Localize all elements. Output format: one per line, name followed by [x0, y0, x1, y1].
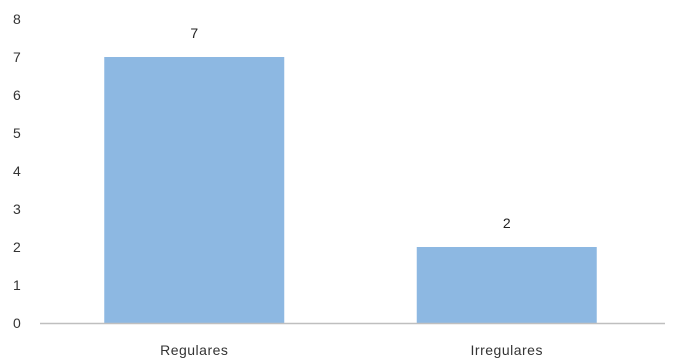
y-tick-label: 8	[13, 11, 21, 27]
bar-irregulares	[416, 247, 597, 323]
y-tick-label: 4	[13, 163, 21, 179]
data-label: 7	[190, 25, 198, 41]
y-tick-label: 3	[13, 201, 21, 217]
y-tick-label: 5	[13, 125, 21, 141]
y-axis-ticks: 0 1 2 3 4 5 6 7 8	[13, 11, 21, 331]
bar-regulares	[104, 57, 285, 323]
y-tick-label: 7	[13, 49, 21, 65]
y-tick-label: 2	[13, 239, 21, 255]
y-tick-label: 1	[13, 277, 21, 293]
bars	[104, 57, 597, 323]
x-category-label: Irregulares	[471, 342, 543, 358]
y-tick-label: 6	[13, 87, 21, 103]
data-labels: 72	[190, 25, 511, 231]
data-label: 2	[503, 215, 511, 231]
category-labels: Regulares Irregulares	[160, 342, 543, 358]
y-tick-label: 0	[13, 315, 21, 331]
x-category-label: Regulares	[160, 342, 228, 358]
